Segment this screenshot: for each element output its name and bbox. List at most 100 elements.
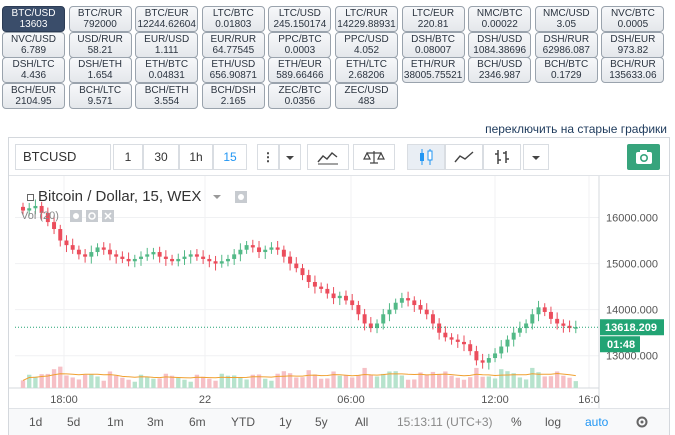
ticker-zec-usd[interactable]: ZEC/USD 483 bbox=[335, 82, 398, 109]
candle bbox=[101, 247, 106, 250]
ticker-ltc-usd[interactable]: LTC/USD 245.150174 bbox=[268, 6, 332, 32]
chart-style-dropdown[interactable] bbox=[523, 144, 549, 170]
percent-toggle[interactable]: % bbox=[511, 415, 522, 429]
snapshot-button[interactable] bbox=[627, 144, 660, 170]
ticker-bch-eth[interactable]: BCH/ETH 3.554 bbox=[135, 82, 199, 109]
ticker-price: 483 bbox=[358, 95, 375, 107]
volume-controls[interactable] bbox=[69, 210, 116, 223]
ticker-eur-rur[interactable]: EUR/RUR 64.77545 bbox=[201, 31, 265, 58]
ticker-nvc-btc[interactable]: NVC/BTC 0.0005 bbox=[601, 6, 665, 32]
ticker-dsh-rur[interactable]: DSH/RUR 62986.087 bbox=[534, 31, 598, 58]
ticker-ltc-rur[interactable]: LTC/RUR 14229.88931 bbox=[335, 6, 398, 32]
auto-scale-toggle[interactable]: auto bbox=[585, 415, 609, 429]
candle bbox=[455, 339, 460, 342]
ticker-bch-usd[interactable]: BCH/USD 2346.987 bbox=[468, 57, 532, 83]
ticker-btc-eur[interactable]: BTC/EUR 12244.62604 bbox=[135, 6, 199, 32]
range-ytd[interactable]: YTD bbox=[231, 415, 255, 429]
range-1y[interactable]: 1y bbox=[279, 415, 292, 429]
interval-15[interactable]: 15 bbox=[213, 144, 247, 170]
area-style-button[interactable] bbox=[445, 144, 483, 170]
ticker-dsh-usd[interactable]: DSH/USD 1084.38696 bbox=[468, 31, 532, 58]
candle bbox=[530, 314, 535, 324]
ticker-bch-btc[interactable]: BCH/BTC 0.1729 bbox=[534, 57, 598, 83]
range-1m[interactable]: 1m bbox=[107, 415, 124, 429]
candle bbox=[194, 254, 199, 257]
volume-bar bbox=[511, 373, 516, 388]
interval-1h[interactable]: 1h bbox=[179, 144, 213, 170]
ticker-pair: ETH/USD bbox=[211, 59, 256, 70]
range-all[interactable]: All bbox=[355, 415, 369, 429]
volume-bar bbox=[238, 377, 243, 388]
ticker-price: 14229.88931 bbox=[337, 19, 396, 30]
volume-bar bbox=[70, 377, 75, 388]
volume-bar bbox=[480, 376, 485, 388]
ticker-dsh-ltc[interactable]: DSH/LTC 4.436 bbox=[2, 57, 65, 83]
indicators-button[interactable] bbox=[307, 144, 349, 170]
candle bbox=[350, 300, 355, 306]
candles-style-button[interactable] bbox=[407, 144, 445, 170]
ticker-dsh-eth[interactable]: DSH/ETH 1.654 bbox=[68, 57, 132, 83]
clock-display[interactable]: 15:13:11 (UTC+3) bbox=[397, 415, 493, 429]
ticker-eth-btc[interactable]: ETH/BTC 0.04831 bbox=[135, 57, 199, 83]
ticker-pair: BTC/EUR bbox=[144, 8, 189, 19]
ticker-eth-rur[interactable]: ETH/RUR 38005.75521 bbox=[401, 57, 465, 83]
ticker-btc-usd[interactable]: BTC/USD 13603 bbox=[2, 6, 65, 32]
ticker-price: 0.0356 bbox=[284, 95, 316, 107]
bars-style-button[interactable] bbox=[483, 144, 521, 170]
ticker-pair: BCH/LTC bbox=[79, 84, 122, 96]
ticker-eth-ltc[interactable]: ETH/LTC 2.68206 bbox=[335, 57, 398, 83]
candle bbox=[201, 256, 206, 259]
ticker-btc-rur[interactable]: BTC/RUR 792000 bbox=[68, 6, 132, 32]
ticker-eth-usd[interactable]: ETH/USD 656.90871 bbox=[201, 57, 265, 83]
ticker-dsh-eur[interactable]: DSH/EUR 973.82 bbox=[601, 31, 665, 58]
ticker-bch-rur[interactable]: BCH/RUR 135633.06 bbox=[601, 57, 665, 83]
range-1d[interactable]: 1d bbox=[29, 415, 43, 429]
symbol-search[interactable]: BTCUSD bbox=[15, 144, 111, 170]
interval-1[interactable]: 1 bbox=[113, 144, 143, 170]
more-intervals-button[interactable]: ⋮ bbox=[257, 144, 279, 170]
volume-bar bbox=[356, 374, 361, 388]
eye-icon[interactable] bbox=[234, 190, 248, 204]
volume-bar bbox=[554, 371, 560, 388]
volume-bar bbox=[405, 379, 411, 388]
ticker-nmc-usd[interactable]: NMC/USD 3.05 bbox=[534, 6, 598, 32]
ticker-nmc-btc[interactable]: NMC/BTC 0.00022 bbox=[468, 6, 532, 32]
ticker-ppc-usd[interactable]: PPC/USD 4.052 bbox=[335, 31, 398, 58]
collapse-legend-icon[interactable] bbox=[27, 193, 34, 201]
candle bbox=[269, 247, 274, 250]
ticker-usd-rur[interactable]: USD/RUR 58.21 bbox=[68, 31, 132, 58]
range-5y[interactable]: 5y bbox=[315, 415, 328, 429]
compare-button[interactable] bbox=[353, 144, 395, 170]
candle bbox=[70, 245, 75, 250]
chevron-down-icon[interactable] bbox=[210, 190, 224, 204]
ticker-bch-dsh[interactable]: BCH/DSH 2.165 bbox=[201, 82, 265, 109]
ticker-ltc-eur[interactable]: LTC/EUR 220.81 bbox=[401, 6, 465, 32]
range-3m[interactable]: 3m bbox=[147, 415, 164, 429]
interval-dropdown[interactable] bbox=[279, 144, 301, 170]
candle bbox=[312, 282, 317, 287]
settings-gear-icon[interactable] bbox=[635, 415, 649, 429]
ticker-bch-eur[interactable]: BCH/EUR 2104.95 bbox=[2, 82, 65, 109]
candle bbox=[462, 341, 466, 345]
ticker-nvc-usd[interactable]: NVC/USD 6.789 bbox=[2, 31, 65, 58]
candle bbox=[176, 258, 181, 262]
ticker-ltc-btc[interactable]: LTC/BTC 0.01803 bbox=[201, 6, 265, 32]
candle bbox=[27, 208, 32, 211]
volume-bar bbox=[256, 374, 262, 388]
price-chart[interactable]: 16000.000 15000.000 14000.000 13000.000 1361… bbox=[9, 176, 669, 408]
ticker-bch-ltc[interactable]: BCH/LTC 9.571 bbox=[68, 82, 132, 109]
volume-bar bbox=[306, 370, 311, 388]
ticker-eur-usd[interactable]: EUR/USD 1.111 bbox=[135, 31, 199, 58]
switch-old-charts-link[interactable]: переключить на старые графики bbox=[485, 122, 667, 136]
volume-bar bbox=[250, 374, 255, 388]
ticker-price: 792000 bbox=[83, 19, 117, 30]
ticker-dsh-btc[interactable]: DSH/BTC 0.08007 bbox=[401, 31, 465, 58]
range-6m[interactable]: 6m bbox=[189, 415, 206, 429]
range-5d[interactable]: 5d bbox=[67, 415, 81, 429]
volume-bar bbox=[312, 374, 318, 388]
ticker-ppc-btc[interactable]: PPC/BTC 0.0003 bbox=[268, 31, 332, 58]
log-toggle[interactable]: log bbox=[545, 415, 562, 429]
ticker-zec-btc[interactable]: ZEC/BTC 0.0356 bbox=[268, 82, 332, 109]
interval-30[interactable]: 30 bbox=[143, 144, 179, 170]
ticker-eth-eur[interactable]: ETH/EUR 589.66466 bbox=[268, 57, 332, 83]
